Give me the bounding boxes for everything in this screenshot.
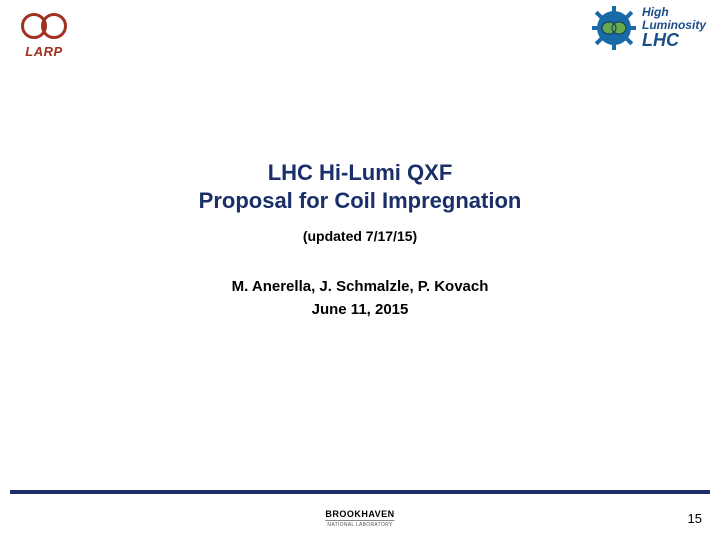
slide: LARP High Luminosity LH [0, 0, 720, 540]
title-line-2: Proposal for Coil Impregnation [0, 188, 720, 214]
hilumi-line1: High [642, 6, 706, 19]
gear-icon [592, 6, 636, 50]
footer-divider [10, 490, 710, 494]
hilumi-line3: LHC [642, 31, 706, 50]
title-line-1: LHC Hi-Lumi QXF [0, 160, 720, 186]
updated-note: (updated 7/17/15) [0, 228, 720, 244]
hilumi-logo: High Luminosity LHC [592, 6, 706, 50]
footer-lab-logo: BROOKHAVEN NATIONAL LABORATORY [325, 509, 394, 528]
footer-lab-sub: NATIONAL LABORATORY [325, 520, 394, 528]
footer-lab-name: BROOKHAVEN [325, 509, 394, 519]
authors: M. Anerella, J. Schmalzle, P. Kovach [0, 278, 720, 295]
larp-logo: LARP [14, 10, 74, 59]
hilumi-logo-text: High Luminosity LHC [642, 6, 706, 50]
larp-rings-icon [14, 10, 74, 42]
date: June 11, 2015 [0, 301, 720, 318]
page-number: 15 [688, 511, 702, 526]
larp-logo-text: LARP [25, 44, 62, 59]
content-block: LHC Hi-Lumi QXF Proposal for Coil Impreg… [0, 160, 720, 318]
